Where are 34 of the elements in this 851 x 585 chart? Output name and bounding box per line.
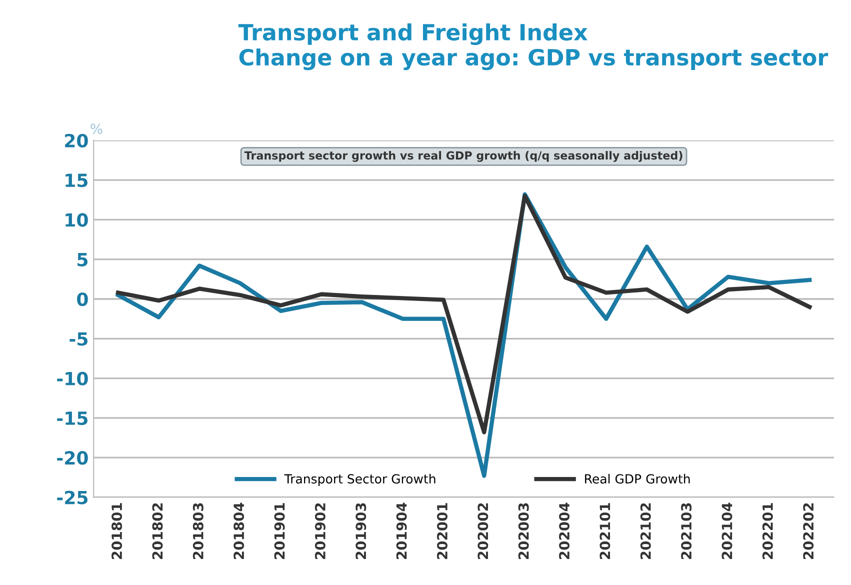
x-tick-label: 201904 [396, 502, 407, 559]
x-tick-label: 202202 [803, 503, 814, 559]
x-tick-label: 202201 [762, 503, 773, 559]
x-tick-label: 201803 [192, 503, 204, 559]
x-tick-label: 201802 [152, 503, 163, 559]
legend-label: Transport Sector Growth [284, 474, 436, 486]
line-series [116, 194, 812, 434]
x-tick-label: 201902 [314, 503, 326, 559]
y-tick-label: -5 [70, 332, 88, 346]
y-tick-label: -15 [57, 412, 88, 426]
chart-title: Transport and Freight Index Change on a year ago: GDP vs transport sector [238, 23, 828, 70]
annotation: Transport sector growth vs real GDP growth (q/q seasonally adjusted) [244, 151, 682, 162]
y-tick-label: 5 [78, 253, 88, 266]
legend-label: Real GDP Growth [585, 474, 690, 484]
x-tick-label: 202001 [436, 503, 448, 559]
y-tick-label: -20 [57, 451, 88, 465]
y-tick-label: -25 [57, 490, 88, 504]
x-tick-label: 202002 [478, 503, 488, 559]
y-tick-label: 20 [65, 134, 88, 148]
x-tick-label: 201903 [356, 503, 366, 559]
y-tick-label: 10 [66, 213, 88, 227]
x-tick-label: 202004 [559, 502, 570, 559]
x-tick-label: 202103 [681, 503, 692, 559]
x-tick-label: 201804 [234, 502, 244, 559]
x-tick-label: 202102 [640, 503, 651, 559]
y-tick-label: 0 [77, 292, 88, 306]
y-tick-label: -10 [57, 372, 88, 386]
y-tick-label: 15 [66, 174, 88, 188]
x-tick-label: 201901 [274, 503, 285, 559]
x-tick-label: 202101 [600, 503, 610, 559]
x-tick-label: 202003 [518, 503, 529, 559]
x-tick-label: 201801 [112, 503, 122, 559]
x-tick-label: 202104 [722, 502, 732, 559]
y-axis-title: % [90, 124, 102, 134]
